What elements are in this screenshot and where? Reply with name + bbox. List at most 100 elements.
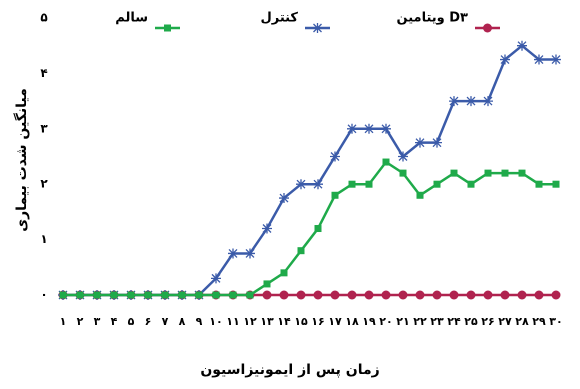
x-tick-label: ۱۶ xyxy=(311,315,324,328)
point xyxy=(313,290,323,300)
point xyxy=(466,96,476,107)
point xyxy=(330,151,340,162)
point xyxy=(279,290,289,300)
x-tick-label: ۱۵ xyxy=(294,315,308,328)
point xyxy=(313,179,323,190)
point xyxy=(535,180,543,188)
point xyxy=(552,180,560,188)
point xyxy=(347,290,357,300)
point xyxy=(296,290,306,300)
point xyxy=(279,193,289,204)
point xyxy=(449,290,459,300)
y-axis-label: میانگین شدت بیماری xyxy=(13,88,30,232)
x-tick-label: ۱ xyxy=(60,315,67,328)
point xyxy=(398,151,408,162)
x-tick-label: ۱۴ xyxy=(277,315,291,328)
point xyxy=(483,290,493,300)
y-tick-label: ۲ xyxy=(40,177,48,191)
point xyxy=(415,137,425,148)
point xyxy=(381,290,391,300)
y-tick-label: ۳ xyxy=(40,121,48,135)
point xyxy=(467,180,475,188)
point xyxy=(551,290,561,300)
point xyxy=(518,169,526,177)
line xyxy=(63,160,556,297)
x-tick-label: ۲۳ xyxy=(430,315,444,328)
point xyxy=(110,291,118,299)
point xyxy=(296,179,306,190)
point xyxy=(229,291,237,299)
point xyxy=(297,247,305,255)
point xyxy=(59,291,67,299)
point xyxy=(246,291,254,299)
point xyxy=(517,290,527,300)
point xyxy=(331,191,339,199)
point xyxy=(245,248,255,259)
point xyxy=(280,269,288,277)
x-tick-label: ۲۶ xyxy=(481,315,494,328)
point xyxy=(466,290,476,300)
x-axis-label: زمان پس از ایمونیزاسیون xyxy=(200,362,379,378)
x-tick-label: ۷ xyxy=(162,315,169,328)
point xyxy=(314,225,322,233)
point xyxy=(312,23,323,33)
x-tick-label: ۱۸ xyxy=(345,315,359,328)
x-tick-label: ۹ xyxy=(196,315,203,328)
legend-label: کنترل xyxy=(260,11,298,26)
x-tick-label: ۲۱ xyxy=(396,315,409,328)
x-tick-label: ۳۰ xyxy=(549,315,562,328)
x-tick-label: ۲۷ xyxy=(498,315,512,328)
x-tick-label: ۸ xyxy=(179,315,186,328)
legend-label: ویتامین D۳ xyxy=(397,11,469,26)
point xyxy=(364,290,374,300)
point xyxy=(381,123,391,134)
point xyxy=(415,290,425,300)
x-tick-label: ۲۸ xyxy=(515,315,529,328)
y-tick-label: ۱ xyxy=(40,232,47,246)
point xyxy=(432,290,442,300)
point xyxy=(501,169,509,177)
point xyxy=(416,191,424,199)
point xyxy=(398,290,408,300)
x-tick-label: ۲۴ xyxy=(447,315,461,328)
point xyxy=(365,180,373,188)
x-tick-label: ۴ xyxy=(111,315,118,328)
point xyxy=(483,96,493,107)
point xyxy=(500,54,510,65)
x-tick-label: ۵ xyxy=(128,315,135,328)
x-tick-label: ۱۱ xyxy=(226,315,239,328)
point xyxy=(551,54,561,65)
x-tick-label: ۲۵ xyxy=(464,315,478,328)
point xyxy=(161,291,169,299)
x-tick-label: ۱۰ xyxy=(209,315,222,328)
point xyxy=(263,280,271,288)
point xyxy=(382,158,390,166)
x-tick-label: ۲۲ xyxy=(413,315,427,328)
x-tick-label: ۱۷ xyxy=(328,315,342,328)
point xyxy=(347,123,357,134)
x-tick-label: ۲۰ xyxy=(379,315,392,328)
point xyxy=(178,291,186,299)
y-tick-label: ۴ xyxy=(40,66,47,80)
point xyxy=(348,180,356,188)
x-tick-label: ۶ xyxy=(145,315,152,328)
point xyxy=(195,291,203,299)
point xyxy=(500,290,510,300)
line xyxy=(63,44,556,297)
x-tick-label: ۳ xyxy=(94,315,101,328)
point xyxy=(364,123,374,134)
point xyxy=(262,290,272,300)
point xyxy=(212,291,220,299)
point xyxy=(211,273,221,284)
x-tick-label: ۱۹ xyxy=(362,315,376,328)
point xyxy=(144,291,152,299)
legend-label: سالم xyxy=(115,11,148,26)
y-tick-label: ۵ xyxy=(40,11,47,25)
point xyxy=(450,169,458,177)
point xyxy=(432,137,442,148)
point xyxy=(433,180,441,188)
point xyxy=(76,291,84,299)
point xyxy=(93,291,101,299)
point xyxy=(330,290,340,300)
